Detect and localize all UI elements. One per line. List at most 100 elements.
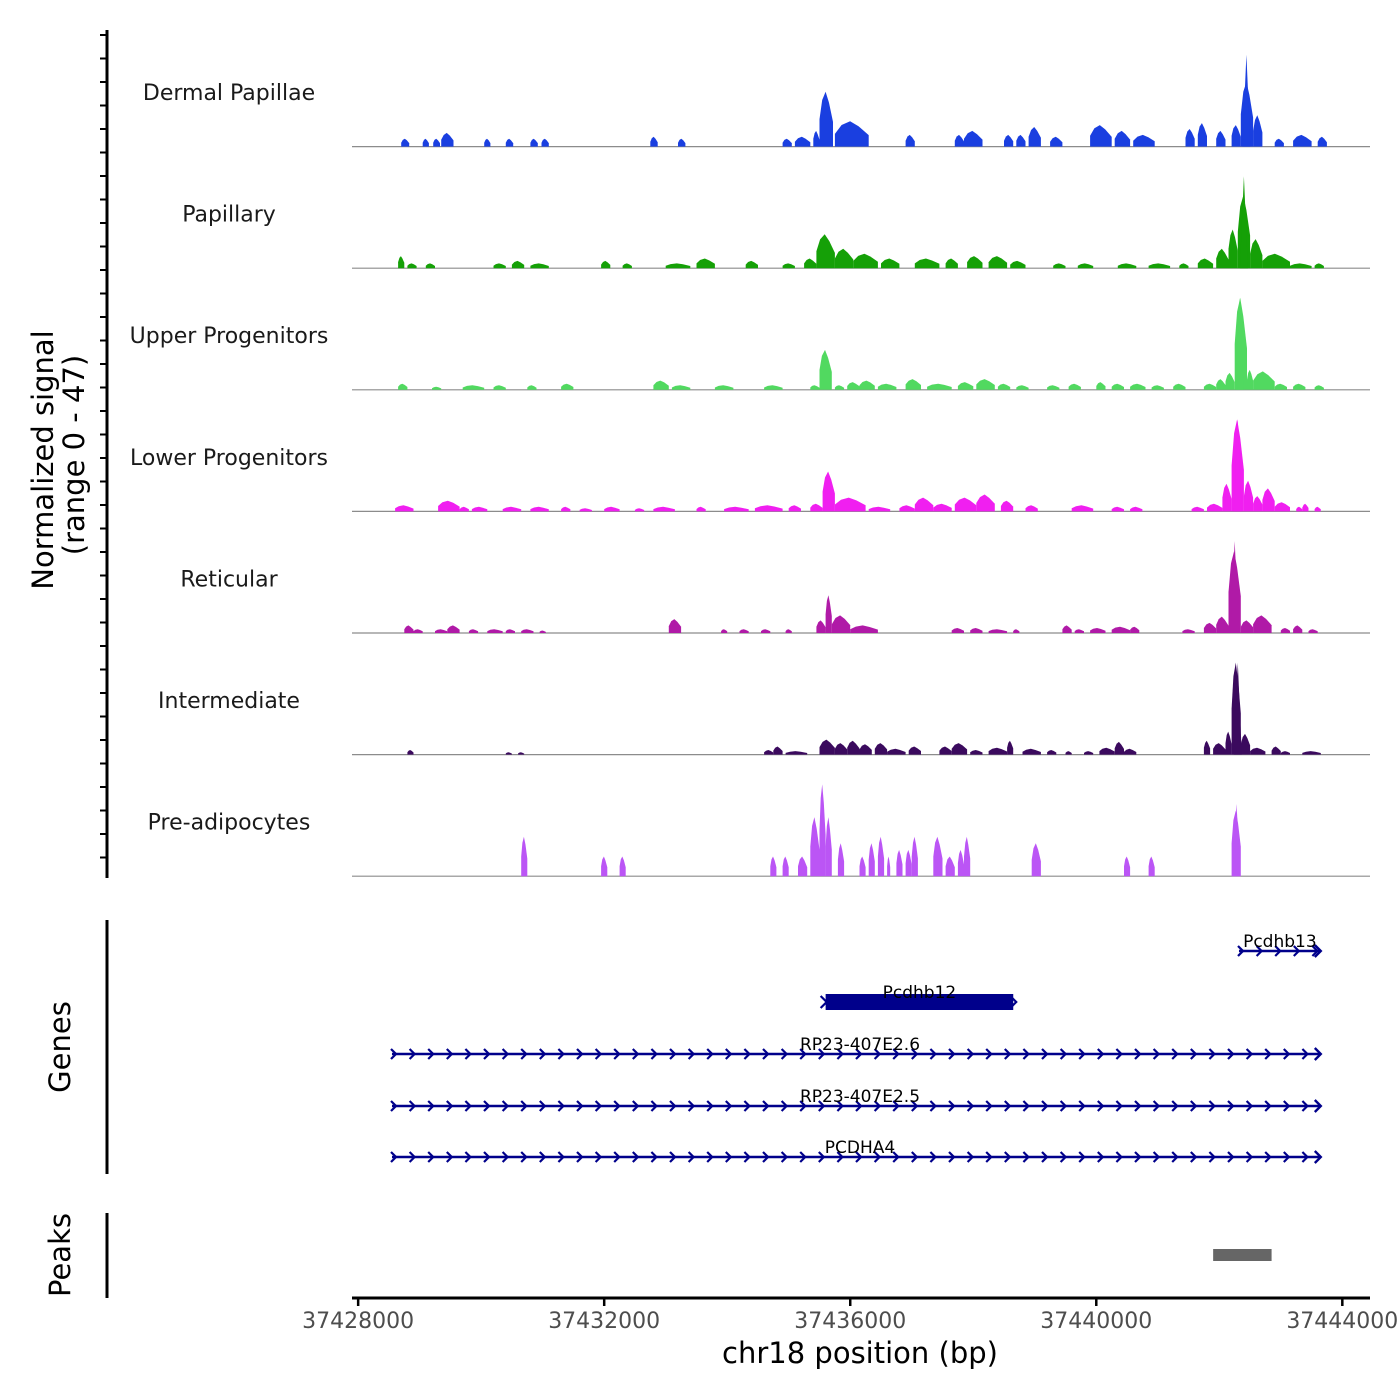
pcdha4-strand-arrow — [427, 1151, 435, 1163]
pcdha4-strand-arrow — [1208, 1151, 1216, 1163]
rp23-407e2-6-strand-arrow — [911, 1048, 919, 1060]
papillary-signal-region — [914, 258, 940, 269]
rp23-407e2-6-strand-arrow — [1264, 1048, 1272, 1060]
pcdha4-strand-arrow — [464, 1151, 472, 1163]
dermal-papillae-signal-region — [433, 138, 440, 147]
intermediate-signal-region — [1271, 746, 1281, 755]
intermediate-signal-region — [859, 744, 872, 755]
rp23-407e2-5-strand-arrow — [1115, 1100, 1123, 1112]
papillary-signal-region — [1077, 263, 1094, 269]
pcdha4-strand-arrow — [483, 1151, 491, 1163]
papillary-signal-region — [853, 253, 878, 269]
lower-progenitors-signal-region — [1025, 505, 1038, 512]
upper-progenitors-signal-region — [1111, 383, 1124, 390]
intermediate-signal-region — [988, 747, 1008, 755]
gene-rp23-407e2-6: RP23-407E2.6 — [390, 1035, 1323, 1061]
rp23-407e2-6-strand-arrow — [669, 1048, 677, 1060]
reticular-signal-region — [988, 629, 1008, 633]
x-tick-label: 37444000 — [1286, 1309, 1398, 1334]
pcdha4-strand-arrow — [911, 1151, 919, 1163]
lower-progenitors-signal-region — [1222, 483, 1232, 512]
peak-region — [1213, 1249, 1272, 1261]
gene-track: Pcdhb13 Pcdhb12 RP23-407E2.6 RP23-407E2.5 PC… — [390, 932, 1323, 1164]
intermediate-signal-region — [874, 743, 888, 755]
intermediate-signal-region — [1240, 733, 1251, 755]
rp23-407e2-5-strand-arrow — [539, 1100, 547, 1112]
pcdha4-strand-arrow — [1301, 1151, 1309, 1163]
track-lower-progenitors: Lower Progenitors — [130, 419, 1370, 512]
papillary-signal-region — [665, 263, 691, 269]
pcdha4-strand-arrow — [520, 1151, 528, 1163]
papillary-signal-region — [945, 258, 958, 269]
rp23-407e2-5-strand-arrow — [501, 1100, 510, 1112]
rp23-407e2-6-strand-arrow — [1134, 1048, 1142, 1060]
track-label-intermediate: Intermediate — [158, 689, 300, 714]
pcdha4-strand-arrow — [539, 1151, 547, 1163]
rp23-407e2-5-strand-arrow — [780, 1100, 789, 1112]
pre-adipocytes-signal-region — [521, 836, 528, 877]
rp23-407e2-5-strand-arrow — [706, 1100, 714, 1112]
rp23-407e2-6-strand-arrow — [1078, 1048, 1086, 1060]
upper-progenitors-signal-region — [976, 379, 995, 390]
intermediate-signal-region — [773, 746, 783, 755]
rp23-407e2-5-strand-arrow — [408, 1100, 417, 1112]
intermediate-signal-region — [407, 750, 414, 755]
rp23-407e2-5-strand-arrow — [929, 1100, 937, 1112]
dermal-papillae-signal-region — [1185, 129, 1195, 147]
rp23-407e2-6-strand-arrow — [706, 1048, 714, 1060]
rp23-407e2-5-strand-arrow — [1171, 1100, 1179, 1112]
intermediate-signal-region — [785, 751, 808, 755]
track-label-upper-progenitors: Upper Progenitors — [130, 324, 329, 349]
pcdha4-strand-arrow — [762, 1151, 770, 1163]
rp23-407e2-5-strand-arrow — [985, 1100, 993, 1112]
pcdha4-strand-arrow — [725, 1151, 733, 1163]
intermediate-signal-region — [1250, 747, 1266, 755]
dermal-papillae-signal-region — [1114, 130, 1131, 147]
rp23-407e2-6-strand-arrow — [1283, 1048, 1291, 1060]
pcdha4-strand-arrow — [613, 1151, 621, 1163]
pcdha4-strand-arrow — [632, 1151, 640, 1163]
pcdha4-strand-arrow — [446, 1151, 454, 1163]
upper-progenitors-signal-region — [527, 385, 537, 390]
dermal-papillae-signal-region — [1197, 123, 1207, 147]
lower-progenitors-signal-region — [822, 471, 835, 512]
gene-label-pcdhb13: Pcdhb13 — [1243, 932, 1317, 952]
lower-progenitors-signal-region — [561, 506, 571, 512]
lower-progenitors-signal-region — [395, 505, 414, 512]
papillary-signal-region — [530, 263, 549, 269]
dermal-papillae-signal-region — [678, 138, 686, 147]
lower-progenitors-signal-region — [1262, 488, 1275, 512]
rp23-407e2-5-strand-arrow — [948, 1100, 956, 1112]
reticular-signal-region — [1253, 615, 1272, 633]
rp23-407e2-6-strand-arrow — [1115, 1048, 1123, 1060]
intermediate-signal-region — [908, 746, 921, 755]
pcdha4-strand-arrow — [1152, 1151, 1161, 1163]
intermediate-signal-region — [1114, 741, 1124, 755]
pcdha4-strand-arrow — [687, 1151, 696, 1163]
papillary-signal-region — [511, 260, 525, 269]
rp23-407e2-6-strand-arrow — [855, 1048, 863, 1060]
lower-progenitors-signal-region — [976, 494, 995, 512]
upper-progenitors-signal-region — [1225, 372, 1235, 390]
lower-progenitors-signal-region — [1191, 506, 1204, 512]
dermal-papillae-signal-region — [1317, 136, 1327, 147]
pre-adipocytes-signal-region — [601, 856, 608, 877]
gene-pcdhb12: Pcdhb12 — [819, 983, 1018, 1010]
rp23-407e2-5-strand-arrow — [836, 1100, 844, 1112]
papillary-signal-region — [1148, 263, 1171, 269]
pre-adipocytes-signal-region — [1148, 856, 1155, 877]
intermediate-signal-region — [939, 746, 952, 755]
reticular-signal-region — [1293, 625, 1303, 633]
dermal-papillae-signal-region — [905, 134, 915, 147]
gene-label-pcdha4: PCDHA4 — [825, 1138, 895, 1158]
intermediate-signal-region — [1022, 748, 1041, 755]
papillary-signal-region — [1290, 263, 1312, 269]
papillary-signal-region — [1216, 248, 1229, 269]
rp23-407e2-6-strand-arrow — [576, 1048, 584, 1060]
rp23-407e2-5-strand-arrow — [1041, 1100, 1049, 1112]
upper-progenitors-signal-region — [877, 383, 897, 390]
lower-progenitors-signal-region — [788, 505, 801, 512]
rp23-407e2-6-strand-arrow — [427, 1048, 435, 1060]
upper-progenitors-signal-region — [462, 385, 485, 390]
